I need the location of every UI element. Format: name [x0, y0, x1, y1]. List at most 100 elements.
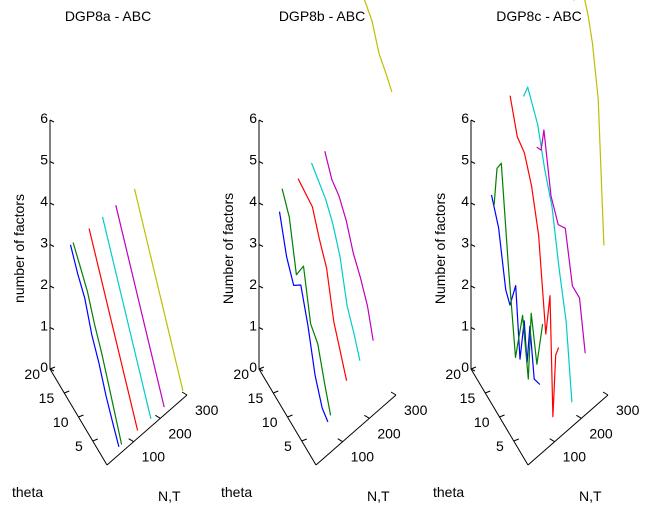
theta-tick-label: 20 — [445, 366, 461, 382]
nt-tick-mark — [181, 391, 188, 396]
z-axis-label: Number of factors — [432, 193, 448, 304]
theta-tick-mark — [92, 438, 98, 442]
nt-tick-label: 200 — [168, 425, 192, 441]
z-tick-mark — [258, 161, 264, 164]
theta-tick-mark — [64, 390, 70, 394]
z-tick-mark — [49, 244, 55, 247]
z-tick-mark — [49, 285, 55, 289]
z-tick-label: 2 — [40, 276, 48, 292]
z-tick-label: 4 — [249, 193, 257, 209]
nt-tick-mark — [128, 438, 134, 443]
series-line-1 — [490, 194, 541, 385]
z-tick-mark — [470, 368, 476, 372]
theta-tick-label: 15 — [39, 390, 55, 406]
nt-tick-label: 100 — [563, 449, 587, 465]
z-tick-label: 3 — [461, 235, 469, 251]
z-tick-label: 5 — [249, 152, 257, 168]
z-tick-label: 2 — [249, 276, 257, 292]
z-tick-mark — [49, 202, 55, 206]
nt-tick-mark — [390, 391, 397, 396]
z-tick-label: 0 — [249, 359, 257, 375]
series-line-3 — [297, 178, 348, 381]
series-line-6 — [363, 0, 393, 93]
theta-tick-mark — [301, 438, 307, 442]
nt-tick-label: 300 — [404, 402, 428, 418]
nt-tick-mark — [576, 414, 582, 419]
z-tick-mark — [258, 202, 264, 206]
nt-tick-label: 100 — [142, 449, 166, 465]
z-tick-mark — [258, 327, 264, 330]
theta-tick-label: 10 — [474, 414, 490, 430]
nt-axis-label: N,T — [579, 488, 602, 504]
z-tick-label: 5 — [461, 152, 469, 168]
series-line-2 — [493, 162, 544, 380]
z-axis-label: number of factors — [11, 194, 27, 303]
z-tick-mark — [258, 285, 264, 289]
series-line-2 — [281, 188, 332, 416]
nt-axis-label: N,T — [158, 488, 181, 504]
z-tick-label: 3 — [249, 235, 257, 251]
series-line-4 — [310, 162, 361, 361]
theta-axis-label: theta — [221, 484, 252, 500]
theta-tick-mark — [258, 366, 265, 370]
z-axis-label: Number of factors — [220, 193, 236, 304]
chart-title: DGP8c - ABC — [496, 8, 582, 24]
z-tick-label: 0 — [461, 359, 469, 375]
nt-tick-mark — [337, 438, 343, 443]
theta-tick-mark — [287, 414, 293, 418]
z-tick-mark — [470, 202, 476, 206]
series-line-5 — [115, 205, 165, 408]
theta-tick-label: 15 — [460, 390, 476, 406]
theta-tick-mark — [78, 414, 84, 418]
z-tick-label: 4 — [461, 193, 469, 209]
z-tick-mark — [49, 119, 55, 123]
z-tick-label: 1 — [40, 318, 48, 334]
nt-tick-label: 200 — [589, 425, 613, 441]
z-tick-label: 0 — [40, 359, 48, 375]
theta-tick-label: 10 — [53, 414, 69, 430]
z-tick-mark — [258, 368, 264, 372]
series-line-1 — [278, 211, 329, 423]
nt-tick-label: 300 — [616, 402, 640, 418]
z-tick-label: 6 — [40, 110, 48, 126]
z-tick-mark — [470, 285, 476, 289]
series-line-5 — [324, 151, 374, 341]
z-tick-mark — [49, 161, 55, 164]
nt-tick-mark — [155, 414, 161, 419]
theta-tick-mark — [499, 414, 505, 418]
theta-axis-label: theta — [12, 484, 43, 500]
theta-tick-mark — [273, 390, 279, 394]
z-tick-mark — [49, 368, 55, 372]
z-tick-label: 2 — [461, 276, 469, 292]
z-tick-mark — [258, 119, 264, 123]
series-line-6 — [133, 188, 184, 391]
nt-axis-label: N,T — [367, 488, 390, 504]
chart-title: DGP8a - ABC — [65, 8, 151, 24]
nt-tick-label: 200 — [377, 425, 401, 441]
series-line-3 — [509, 95, 560, 418]
theta-tick-label: 5 — [75, 438, 83, 454]
z-tick-mark — [470, 327, 476, 330]
series-line-2 — [72, 242, 123, 445]
nt-tick-mark — [602, 391, 609, 396]
nt-tick-mark — [549, 438, 555, 443]
theta-tick-label: 20 — [233, 366, 249, 382]
theta-tick-label: 15 — [248, 390, 264, 406]
theta-tick-label: 10 — [262, 414, 278, 430]
theta-tick-label: 5 — [496, 438, 504, 454]
z-tick-mark — [49, 327, 55, 330]
z-tick-mark — [470, 119, 476, 123]
theta-axis-label: theta — [433, 484, 464, 500]
z-tick-label: 1 — [249, 318, 257, 334]
theta-tick-mark — [49, 366, 56, 370]
theta-tick-label: 20 — [24, 366, 40, 382]
theta-tick-label: 5 — [284, 438, 292, 454]
nt-axis-line — [527, 394, 609, 466]
z-tick-mark — [258, 244, 264, 247]
nt-axis-line — [106, 394, 188, 466]
series-line-4 — [101, 216, 152, 419]
nt-tick-label: 100 — [351, 449, 375, 465]
